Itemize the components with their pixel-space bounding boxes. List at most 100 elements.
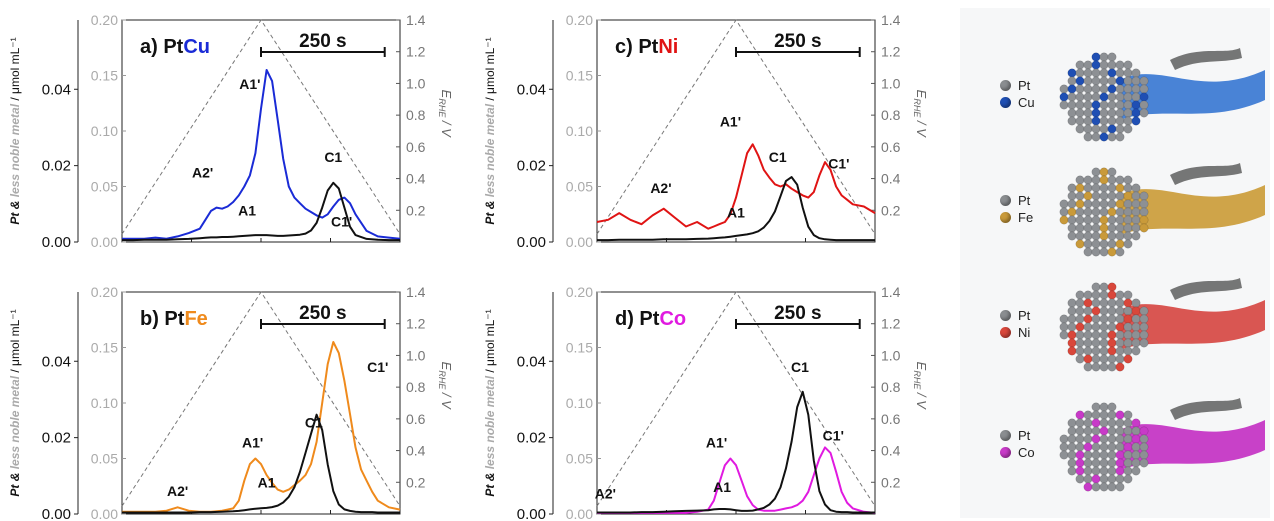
- right-y-tick-label: 0.2: [406, 474, 426, 490]
- pt-atom: [1123, 108, 1133, 118]
- pt-atom: [1083, 434, 1093, 444]
- pt-atom: [1123, 60, 1133, 70]
- nanoparticle-dissolution-illustration: [1059, 48, 1265, 142]
- right-y-tick-label: 0.4: [881, 443, 901, 459]
- pt-atom: [1067, 231, 1077, 241]
- pt-atom: [1123, 338, 1133, 348]
- pt-atom: [1123, 199, 1133, 209]
- right-y-tick-label: 0.4: [881, 171, 901, 187]
- inner-y-tick-label: 0.20: [91, 284, 118, 300]
- metal-atom: [1107, 330, 1117, 340]
- pt-atom: [1099, 402, 1109, 412]
- inner-y-tick-label: 0.00: [91, 506, 118, 521]
- pt-atom: [1083, 474, 1093, 484]
- pt-dissolution-stream: [1170, 278, 1242, 300]
- pt-atom-icon: [1000, 310, 1011, 321]
- pt-atom: [1099, 124, 1109, 134]
- panel-title: b) PtFe: [140, 308, 208, 330]
- pt-atom: [1107, 322, 1117, 332]
- pt-atom: [1067, 199, 1077, 209]
- metal-atom: [1099, 223, 1109, 233]
- pt-atom: [1099, 108, 1109, 118]
- pt-atom: [1099, 418, 1109, 428]
- peak-label: A2': [192, 165, 213, 181]
- pt-atom: [1115, 124, 1125, 134]
- metal-atom: [1091, 52, 1101, 62]
- pt-atom: [1139, 207, 1149, 217]
- right-y-tick-label: 0.8: [406, 107, 426, 123]
- potential-profile: [121, 291, 401, 507]
- pt-atom: [1107, 239, 1117, 249]
- pt-atom: [1083, 290, 1093, 300]
- pt-atom: [1083, 199, 1093, 209]
- pt-atom: [1131, 458, 1141, 468]
- pt-atom: [1123, 306, 1133, 316]
- right-y-tick-label: 1.0: [406, 75, 426, 91]
- right-y-tick-label: 1.0: [406, 347, 426, 363]
- pt-atom: [1059, 314, 1069, 324]
- pt-atom: [1131, 207, 1141, 217]
- pt-atom: [1139, 314, 1149, 324]
- pt-atom: [1091, 322, 1101, 332]
- metal-atom: [1123, 442, 1133, 452]
- pt-atom: [1083, 247, 1093, 257]
- pt-atom: [1083, 116, 1093, 126]
- metal-atom: [1107, 84, 1117, 94]
- right-y-tick-label: 1.4: [881, 284, 901, 300]
- pt-atom: [1131, 215, 1141, 225]
- panel-a: 0.00 0.02 0.04 0.00 0.05 0.10 0.15 0.20 0.2 0.4 0.…: [8, 12, 454, 251]
- metal-atom: [1091, 100, 1101, 110]
- pt-atom: [1083, 322, 1093, 332]
- outer-y-tick-label: 0.00: [42, 506, 71, 521]
- pt-atom: [1067, 116, 1077, 126]
- pt-atom: [1123, 215, 1133, 225]
- metal-atom: [1123, 314, 1133, 324]
- pt-atom: [1115, 290, 1125, 300]
- inner-y-tick-label: 0.00: [566, 234, 593, 250]
- pt-atom: [1131, 223, 1141, 233]
- inner-y-tick-label: 0.00: [566, 506, 593, 521]
- pt-atom: [1107, 191, 1117, 201]
- right-y-tick-label: 0.2: [881, 474, 901, 490]
- pt-atom: [1083, 410, 1093, 420]
- pt-atom: [1067, 306, 1077, 316]
- pt-atom: [1107, 474, 1117, 484]
- pt-atom: [1131, 450, 1141, 460]
- pt-atom: [1091, 450, 1101, 460]
- pt-atom: [1131, 84, 1141, 94]
- pt-atom: [1115, 330, 1125, 340]
- pt-atom: [1091, 223, 1101, 233]
- pt-atom: [1083, 231, 1093, 241]
- peak-label: C1': [367, 359, 388, 375]
- pt-atom: [1067, 418, 1077, 428]
- right-y-tick-label: 0.8: [881, 379, 901, 395]
- peak-label: A1': [706, 434, 727, 450]
- metal-atom: [1091, 434, 1101, 444]
- chart-figure: 0.00 0.02 0.04 0.00 0.05 0.10 0.15 0.20 0.2 0.4 0.…: [8, 12, 929, 521]
- metal-atom: [1107, 290, 1117, 300]
- pt-atom: [1067, 76, 1077, 86]
- pt-atom: [1091, 167, 1101, 177]
- pt-atom: [1059, 207, 1069, 217]
- pt-atom: [1115, 60, 1125, 70]
- metal-atom: [1067, 207, 1077, 217]
- metal-atom: [1107, 338, 1117, 348]
- outer-y-tick-label: 0.00: [517, 506, 546, 521]
- pt-atom: [1083, 338, 1093, 348]
- series-line-fe: [122, 341, 401, 513]
- dissolution-stream: [1120, 420, 1265, 470]
- inner-y-tick-label: 0.15: [566, 68, 593, 84]
- pt-atom: [1115, 132, 1125, 142]
- right-y-tick-label: 0.8: [406, 379, 426, 395]
- pt-atom: [1099, 199, 1109, 209]
- pt-atom: [1107, 362, 1117, 372]
- pt-atom: [1059, 100, 1069, 110]
- outer-y-tick-label: 0.02: [42, 430, 71, 447]
- metal-atom: [1123, 298, 1133, 308]
- pt-atom: [1083, 100, 1093, 110]
- pt-atom-icon: [1000, 80, 1011, 91]
- pt-atom: [1067, 92, 1077, 102]
- pt-atom: [1123, 207, 1133, 217]
- inner-y-tick-label: 0.10: [91, 123, 118, 139]
- pt-atom: [1115, 338, 1125, 348]
